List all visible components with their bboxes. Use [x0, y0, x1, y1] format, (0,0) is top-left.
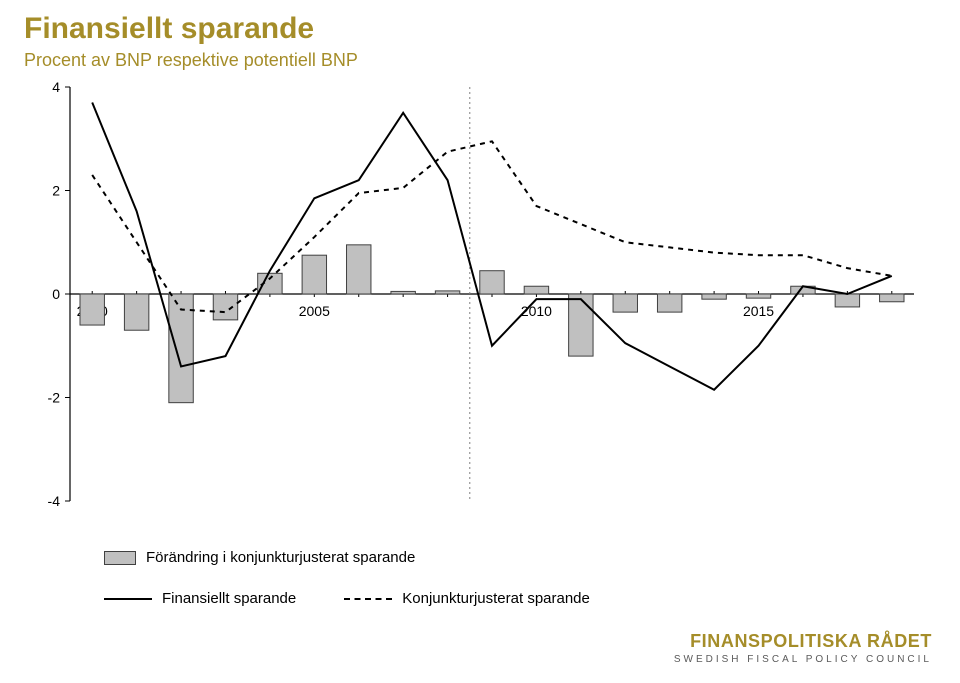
- bar: [880, 294, 904, 302]
- legend-item: Konjunkturjusterat sparande: [344, 590, 590, 607]
- svg-text:-2: -2: [48, 390, 61, 406]
- chart-title: Finansiellt sparande: [24, 12, 936, 46]
- bar: [569, 294, 593, 356]
- bar: [391, 291, 415, 294]
- bar: [657, 294, 681, 312]
- bar: [258, 273, 282, 294]
- legend-swatch-box: [104, 551, 136, 565]
- bar: [347, 245, 371, 294]
- legend-label: Konjunkturjusterat sparande: [402, 590, 590, 607]
- svg-text:2015: 2015: [743, 303, 774, 319]
- svg-text:4: 4: [52, 81, 60, 95]
- svg-text:-4: -4: [48, 493, 61, 509]
- bar: [835, 294, 859, 307]
- legend-swatch-solid: [104, 598, 152, 600]
- chart-svg: -4-20242000200520102015: [24, 81, 924, 531]
- line-finansiellt-sparande: [92, 103, 892, 390]
- bar: [746, 294, 770, 298]
- bar: [213, 294, 237, 320]
- bar: [435, 291, 459, 294]
- legend-swatch-dashed: [344, 598, 392, 600]
- bar: [702, 294, 726, 299]
- svg-text:2: 2: [52, 183, 60, 199]
- bar: [524, 286, 548, 294]
- legend-item: Finansiellt sparande: [104, 590, 296, 607]
- bar: [302, 255, 326, 294]
- svg-text:0: 0: [52, 286, 60, 302]
- footer-logo: FINANSPOLITISKA RÅDET SWEDISH FISCAL POL…: [674, 631, 932, 665]
- chart-legend: Förändring i konjunkturjusterat sparande…: [104, 549, 936, 607]
- legend-label: Förändring i konjunkturjusterat sparande: [146, 549, 415, 566]
- bar: [124, 294, 148, 330]
- chart-subtitle: Procent av BNP respektive potentiell BNP: [24, 50, 936, 71]
- legend-label: Finansiellt sparande: [162, 590, 296, 607]
- bar: [80, 294, 104, 325]
- footer-brand: FINANSPOLITISKA RÅDET: [674, 631, 932, 652]
- footer-sub: SWEDISH FISCAL POLICY COUNCIL: [674, 654, 932, 665]
- bar: [613, 294, 637, 312]
- legend-item: Förändring i konjunkturjusterat sparande: [104, 549, 415, 566]
- chart-container: -4-20242000200520102015: [24, 81, 924, 531]
- svg-text:2005: 2005: [299, 303, 330, 319]
- bar: [480, 271, 504, 294]
